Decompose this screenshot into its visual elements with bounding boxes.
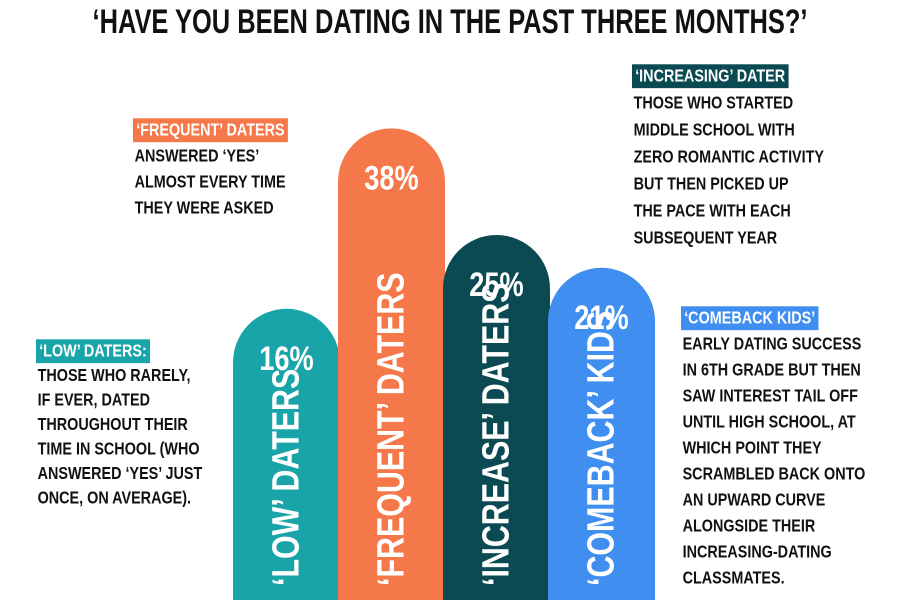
annotation-text: ANSWERED ‘YES’ JUST: [38, 464, 203, 484]
annotation-text: SCRAMBLED BACK ONTO: [683, 464, 866, 484]
annotation-title-box: [133, 118, 288, 143]
value-label: 25%: [469, 265, 523, 304]
category-label: ‘FREQUENT’ DATERS: [370, 272, 412, 586]
annotation-text: THEY WERE ASKED: [135, 198, 274, 218]
annotation-text: SUBSEQUENT YEAR: [634, 228, 778, 248]
value-label: 38%: [364, 158, 418, 197]
bar: [338, 128, 445, 600]
annotation-title-box: [36, 339, 151, 364]
annotation-text: ANSWERED ‘YES’: [135, 146, 260, 166]
value-label: 16%: [259, 339, 313, 378]
annotation: ‘INCREASING’ DATER THOSE WHO STARTED MIDDL…: [632, 64, 824, 248]
annotation-text: AN UPWARD CURVE: [683, 490, 826, 510]
annotation-text: IN 6TH GRADE BUT THEN: [683, 360, 861, 380]
annotation-text: ONCE, ON AVERAGE).: [38, 488, 191, 508]
annotation-text: CLASSMATES.: [683, 568, 785, 588]
annotation-text: ALONGSIDE THEIR: [683, 516, 816, 536]
category-label: ‘COMEBACK’ KIDS: [580, 311, 622, 586]
annotation-text: MIDDLE SCHOOL WITH: [634, 120, 795, 140]
value-label: 21%: [574, 298, 628, 337]
bar: [443, 235, 550, 600]
annotation-text: THE PACE WITH EACH: [634, 201, 791, 221]
annotation-text: IF EVER, DATED: [38, 390, 151, 410]
annotation-title-box: [632, 64, 789, 89]
category-label: ‘LOW’ DATERS: [265, 369, 307, 586]
annotation-text: UNTIL HIGH SCHOOL, AT: [683, 412, 856, 432]
annotation-text: ZERO ROMANTIC ACTIVITY: [634, 147, 825, 167]
annotation-text: WHICH POINT THEY: [683, 438, 822, 458]
annotation-text: THOSE WHO RARELY,: [38, 366, 191, 386]
annotation-title: ‘LOW’ DATERS:: [39, 341, 147, 361]
annotation-text: BUT THEN PICKED UP: [634, 174, 789, 194]
annotation-text: THOSE WHO STARTED: [634, 93, 794, 113]
annotation: ‘FREQUENT’ DATERS ANSWERED ‘YES’ ALMOST EV…: [133, 118, 288, 218]
bar: [233, 308, 340, 600]
bar: [548, 267, 655, 600]
annotation: ‘LOW’ DATERS: THOSE WHO RARELY, IF EVER, D…: [36, 339, 202, 508]
annotation-text: ALMOST EVERY TIME: [135, 172, 286, 192]
annotation-text: EARLY DATING SUCCESS: [683, 334, 862, 354]
annotation: ‘COMEBACK KIDS’ EARLY DATING SUCCESS IN 6T…: [681, 306, 865, 588]
category-label: ‘INCREASE’ DATERS: [475, 283, 517, 586]
annotation-title-box: [681, 306, 819, 331]
annotation-text: TIME IN SCHOOL (WHO: [38, 439, 200, 459]
annotation-title: ‘FREQUENT’ DATERS: [136, 120, 284, 140]
chart-title: ‘HAVE YOU BEEN DATING IN THE PAST THREE …: [93, 3, 808, 41]
annotation-text: INCREASING-DATING: [683, 542, 832, 562]
annotation-title: ‘INCREASING’ DATER: [635, 66, 785, 86]
annotation-title: ‘COMEBACK KIDS’: [684, 308, 815, 328]
annotation-text: SAW INTEREST TAIL OFF: [683, 386, 858, 406]
annotation-text: THROUGHOUT THEIR: [38, 415, 188, 435]
